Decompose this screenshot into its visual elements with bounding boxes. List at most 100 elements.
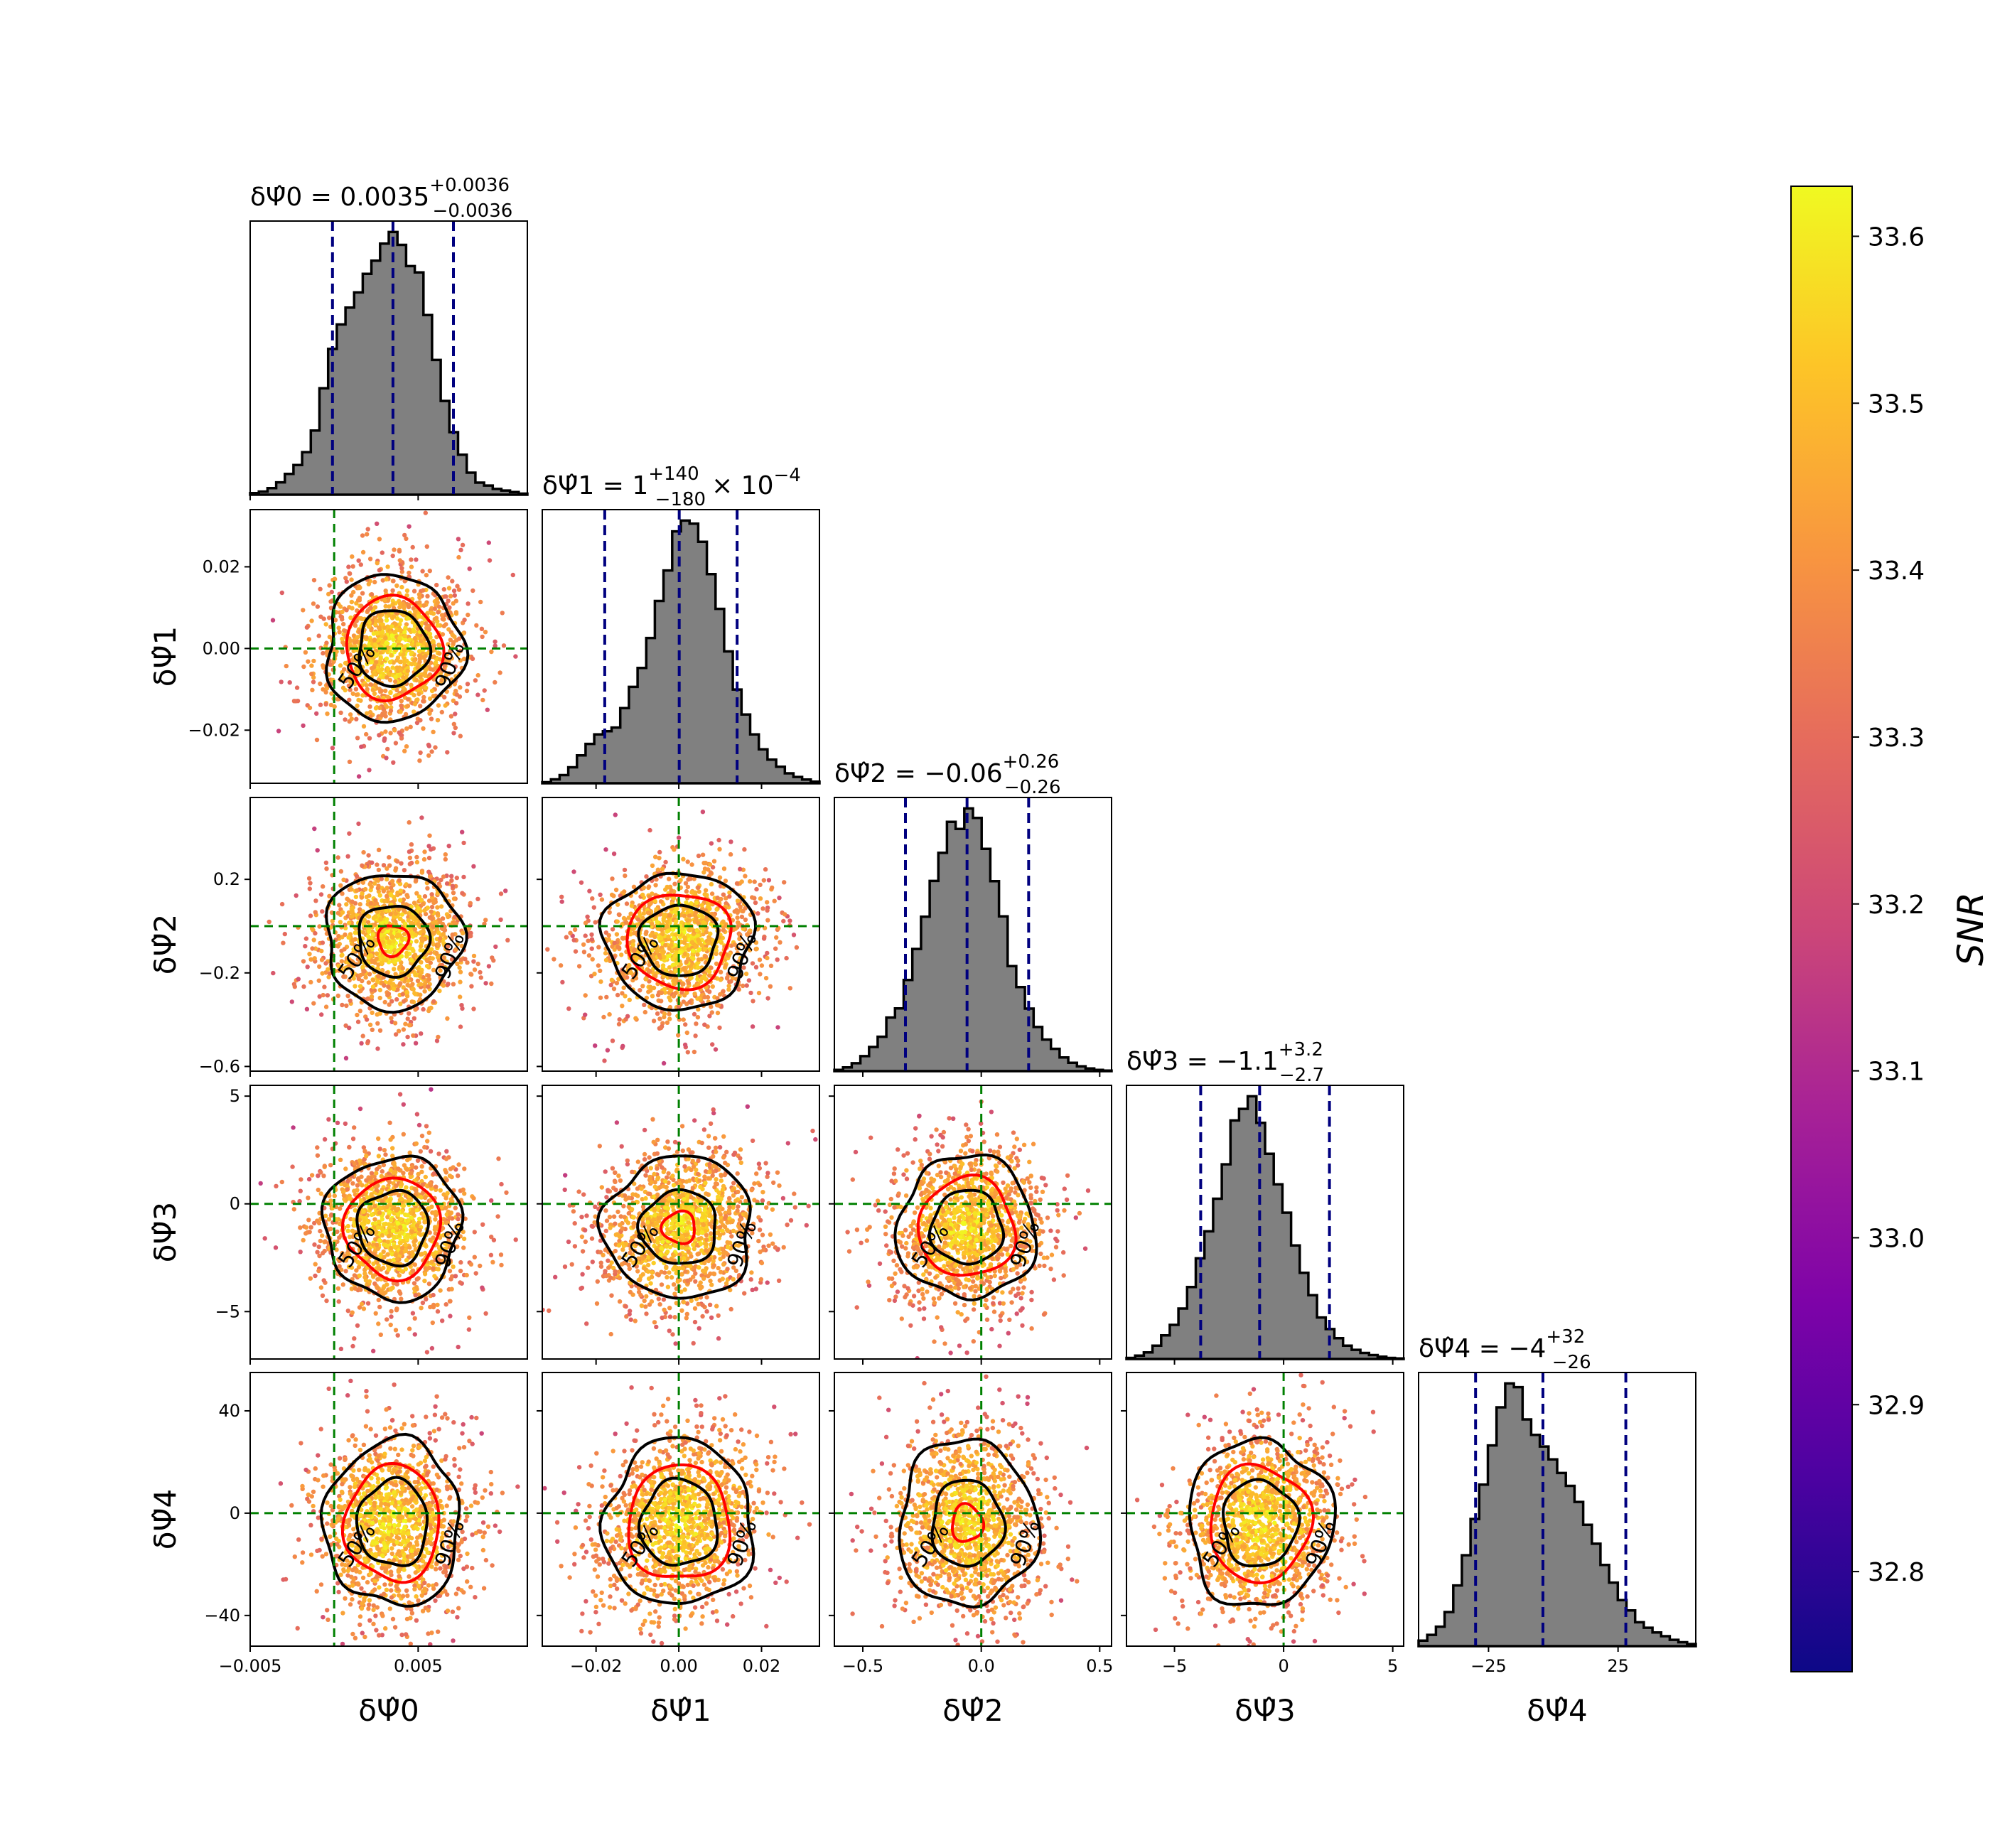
scatter-point xyxy=(450,579,455,584)
scatter-point xyxy=(445,944,451,949)
scatter-point xyxy=(754,946,759,952)
scatter-point xyxy=(426,627,432,632)
scatter-point xyxy=(627,997,632,1003)
scatter-point xyxy=(689,862,694,867)
scatter-point xyxy=(445,1016,450,1021)
scatter-point xyxy=(364,653,370,658)
scatter-point xyxy=(380,630,385,635)
scatter-point xyxy=(615,919,620,924)
scatter-point xyxy=(356,774,362,779)
scatter-point xyxy=(350,938,355,943)
scatter-point xyxy=(425,1139,430,1144)
scatter-point xyxy=(738,866,743,872)
scatter-point xyxy=(692,992,697,996)
scatter-point xyxy=(356,558,361,563)
scatter-point xyxy=(304,1006,310,1012)
scatter-point xyxy=(669,988,674,993)
scatter-point xyxy=(653,883,658,888)
scatter-point xyxy=(340,636,345,642)
scatter-point xyxy=(642,960,647,966)
scatter-point xyxy=(353,655,357,660)
scatter-point xyxy=(357,671,363,676)
scatter-point xyxy=(279,590,284,596)
scatter-point xyxy=(298,1188,303,1193)
scatter-point xyxy=(404,536,409,542)
scatter-point xyxy=(653,974,658,979)
scatter-point xyxy=(340,685,346,690)
scatter-point xyxy=(717,875,723,880)
scatter-point xyxy=(311,1001,316,1006)
scatter-points: 50% 90% xyxy=(250,797,527,1071)
scatter-point xyxy=(401,908,407,913)
scatter-point xyxy=(721,919,726,924)
scatter-point xyxy=(364,635,369,640)
scatter-point xyxy=(393,972,398,977)
scatter-point xyxy=(589,946,594,951)
scatter-point xyxy=(658,955,663,960)
scatter-point xyxy=(462,1191,467,1196)
title-plus: +140 xyxy=(648,463,699,485)
scatter-point xyxy=(389,624,394,629)
scatter-point xyxy=(350,1310,355,1315)
scatter-point xyxy=(696,853,701,859)
scatter-point xyxy=(367,944,372,949)
scatter-point xyxy=(662,1011,667,1016)
scatter-point xyxy=(590,957,595,962)
scatter-point xyxy=(372,943,377,948)
scatter-point xyxy=(384,866,389,871)
scatter-point xyxy=(568,930,573,935)
scatter-point xyxy=(422,1278,427,1284)
scatter-point xyxy=(392,547,397,552)
scatter-point xyxy=(753,940,759,945)
scatter-point xyxy=(349,577,354,582)
scatter-point xyxy=(610,927,615,932)
contour-red xyxy=(625,893,733,992)
scatter-point xyxy=(347,977,352,983)
scatter-point xyxy=(397,730,402,735)
scatter-point xyxy=(753,965,759,970)
scatter-point xyxy=(643,977,649,982)
scatter-point xyxy=(358,972,363,978)
scatter-point xyxy=(694,1021,699,1026)
scatter-point xyxy=(714,961,719,967)
scatter-point xyxy=(778,940,782,945)
scatter-point xyxy=(355,1019,361,1024)
scatter-point xyxy=(622,889,627,894)
scatter-point xyxy=(347,759,353,765)
scatter-point xyxy=(301,959,306,964)
scatter-point xyxy=(418,704,423,709)
scatter-point xyxy=(377,1304,382,1310)
scatter-point xyxy=(336,625,341,630)
scatter-point xyxy=(346,683,352,688)
scatter-point xyxy=(354,658,359,663)
scatter-point xyxy=(329,1212,334,1218)
scatter-point xyxy=(313,898,318,903)
scatter-point xyxy=(654,877,659,882)
scatter-point xyxy=(416,1122,422,1128)
scatter-point xyxy=(621,970,626,975)
scatter-point xyxy=(377,705,382,710)
scatter-point xyxy=(393,741,399,746)
scatter-point xyxy=(306,659,311,664)
scatter-point xyxy=(383,688,388,694)
scatter-point xyxy=(313,1262,318,1267)
scatter-point xyxy=(633,1016,638,1021)
scatter-point xyxy=(340,1250,345,1256)
scatter-point xyxy=(326,974,331,979)
scatter-point xyxy=(340,891,345,896)
scatter-point xyxy=(402,644,408,649)
scatter-point xyxy=(309,618,314,623)
scatter-point xyxy=(404,994,410,999)
scatter-point xyxy=(482,921,487,927)
scatter-point xyxy=(325,993,330,998)
scatter-point xyxy=(703,861,708,866)
scatter-point xyxy=(426,973,431,978)
scatter-point xyxy=(437,936,443,941)
scatter-point xyxy=(316,1244,321,1250)
scatter-point xyxy=(368,605,373,611)
scatter-point xyxy=(614,932,620,937)
scatter-point xyxy=(583,933,588,938)
scatter-point xyxy=(493,944,498,950)
scatter-point xyxy=(458,1268,463,1274)
scatter-point xyxy=(702,947,708,952)
